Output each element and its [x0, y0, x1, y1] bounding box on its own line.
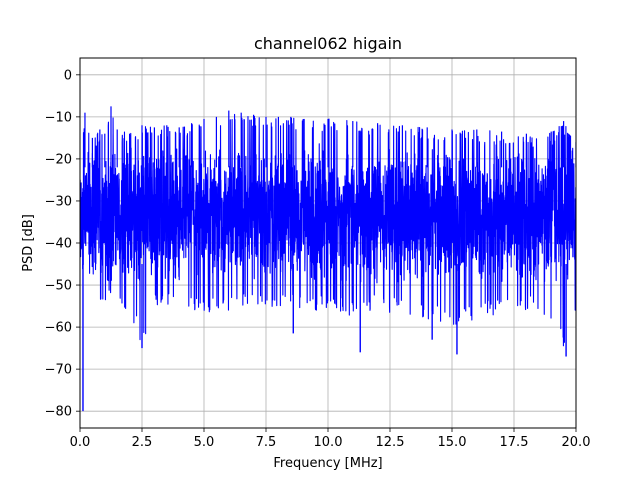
y-axis-label: PSD [dB] — [21, 214, 36, 272]
y-axis-ticks: 0 −10 −20 −30 −40 −50 −60 −70 −80 — [45, 68, 80, 420]
x-axis-ticks: 0.0 2.5 5.0 7.5 10.0 12.5 15.0 17.5 20.0 — [70, 428, 591, 450]
y-tick-label: −30 — [45, 194, 72, 209]
x-tick-label: 20.0 — [562, 435, 591, 450]
y-tick-label: −40 — [45, 237, 72, 252]
psd-series — [80, 106, 576, 412]
plot-area — [80, 106, 576, 412]
y-tick-label: −20 — [45, 152, 72, 167]
y-tick-label: −80 — [45, 405, 72, 420]
x-tick-label: 12.5 — [376, 435, 405, 450]
y-tick-label: −70 — [45, 363, 72, 378]
x-tick-label: 2.5 — [132, 435, 153, 450]
y-tick-label: −10 — [45, 110, 72, 125]
x-axis-label: Frequency [MHz] — [273, 456, 382, 471]
chart-title: channel062 higain — [254, 34, 402, 53]
x-tick-label: 0.0 — [70, 435, 91, 450]
y-tick-label: −60 — [45, 321, 72, 336]
x-tick-label: 15.0 — [438, 435, 467, 450]
x-tick-label: 5.0 — [194, 435, 215, 450]
y-tick-label: 0 — [64, 68, 72, 83]
psd-trace — [80, 113, 576, 347]
x-tick-label: 7.5 — [256, 435, 277, 450]
x-tick-label: 10.0 — [314, 435, 343, 450]
x-tick-label: 17.5 — [500, 435, 529, 450]
y-tick-label: −50 — [45, 279, 72, 294]
